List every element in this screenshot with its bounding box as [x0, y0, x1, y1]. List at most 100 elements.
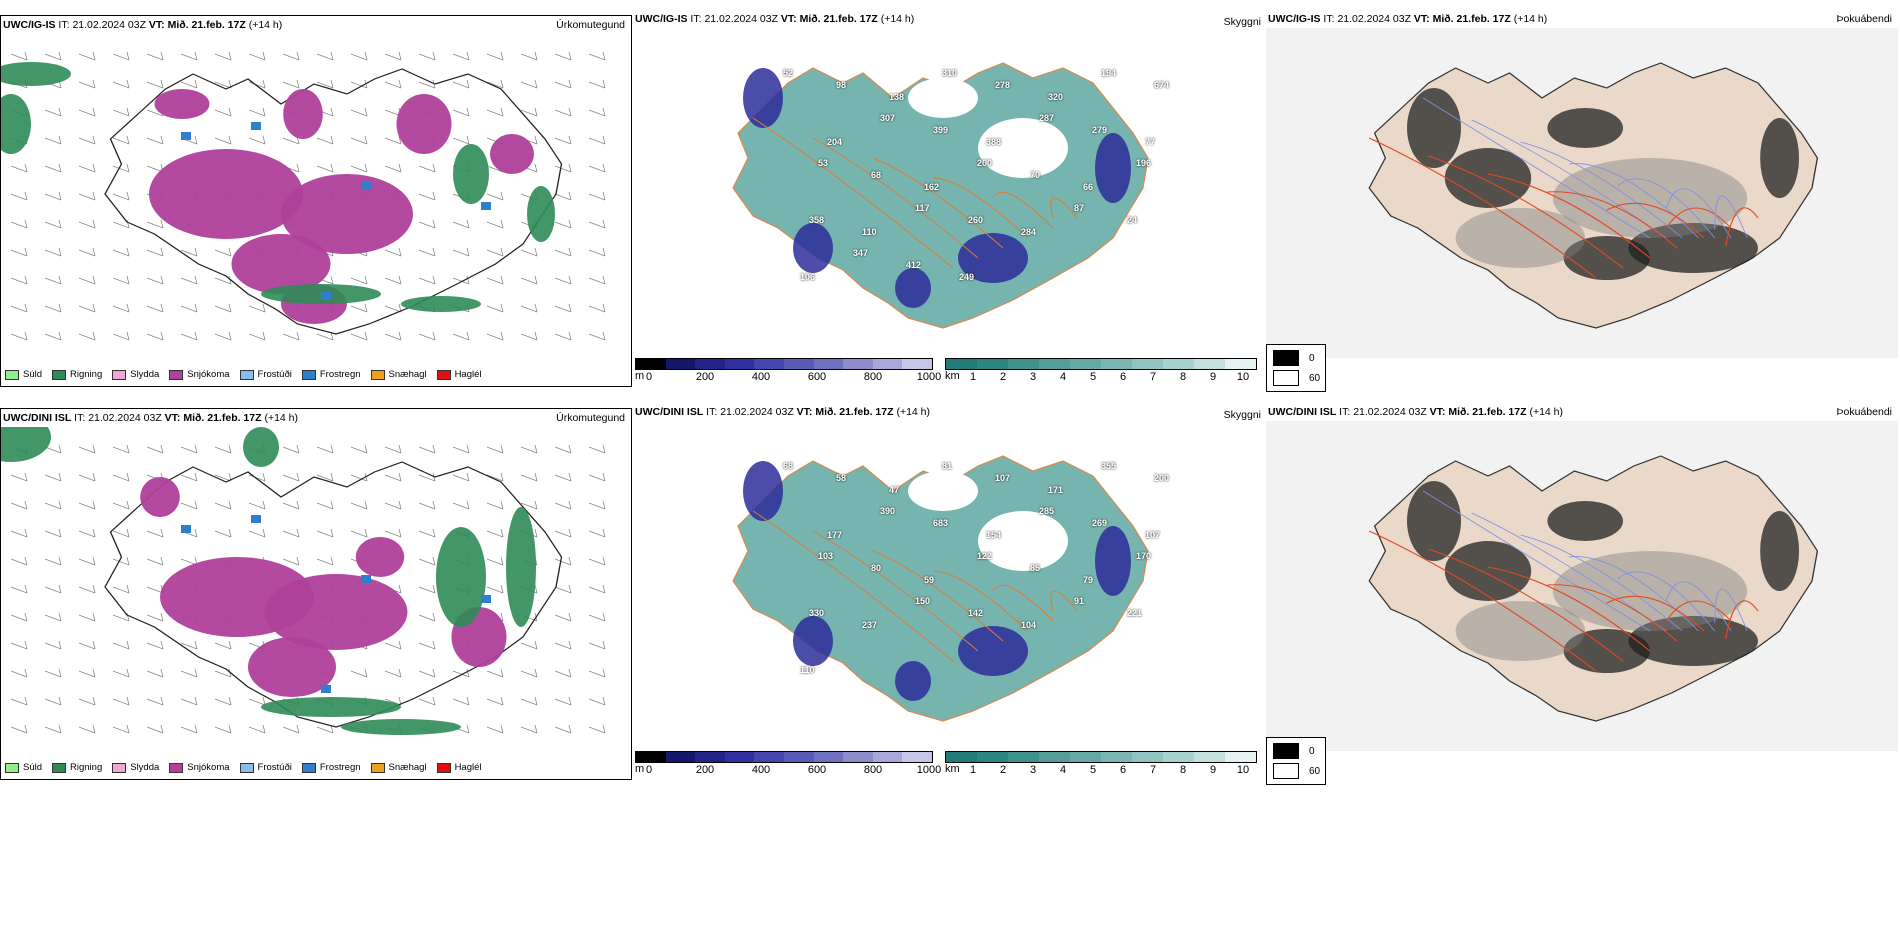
- legend-label: Rigning: [70, 762, 103, 773]
- legend-swatch: [239, 369, 254, 380]
- elevation-label: 87: [1074, 203, 1085, 213]
- colorbar-tick: 5: [1089, 764, 1097, 776]
- lead-time: (+14 h): [880, 13, 915, 25]
- elevation-label: 24: [1127, 215, 1138, 225]
- model-name: UWC/DINI ISL: [3, 412, 72, 424]
- map-header: UWC/DINI ISL IT: 21.02.2024 03Z VT: Mið.…: [3, 412, 298, 424]
- legend-label: Slydda: [130, 762, 160, 773]
- legend-label: Frostúði: [257, 762, 292, 773]
- legend-label: Slydda: [130, 369, 160, 380]
- colorbar-segment: [754, 752, 784, 762]
- elevation-label: 279: [1092, 125, 1108, 135]
- vt-label: VT:: [780, 13, 797, 25]
- colorbar-tick: 1: [969, 371, 977, 383]
- colorbar-segment: [1132, 752, 1163, 762]
- colorbar-tick: 800: [863, 764, 883, 776]
- fog-panel-title: Þokuábendi: [1836, 406, 1892, 418]
- elevation-label: 70: [1030, 170, 1041, 180]
- elevation-label: 171: [1048, 485, 1064, 495]
- colorbar-tick: 400: [751, 371, 771, 383]
- elevation-label: 98: [836, 80, 847, 90]
- elevation-label: 237: [862, 620, 878, 630]
- elevation-label: 150: [915, 596, 931, 606]
- elevation-label: 200: [1154, 473, 1170, 483]
- colorbar-tick: 6: [1119, 764, 1127, 776]
- lead-time: (+14 h): [264, 412, 299, 424]
- legend-swatch: [52, 762, 67, 773]
- map-header: UWC/IG-IS IT: 21.02.2024 03Z VT: Mið. 21…: [3, 19, 282, 31]
- colorbar-segment: [1101, 752, 1132, 762]
- colorbar-segment: [843, 359, 873, 369]
- elevation-label: 110: [862, 227, 877, 237]
- legend-swatch: [112, 762, 127, 773]
- elevation-label: 66: [1083, 182, 1094, 192]
- legend-label: Rigning: [70, 369, 103, 380]
- precip-map: [1, 51, 606, 341]
- legend-swatch: [52, 369, 67, 380]
- elevation-label: 138: [889, 92, 905, 102]
- it-value: 21.02.2024 03Z: [1353, 406, 1427, 418]
- colorbar-segment: [695, 359, 725, 369]
- legend-label: Haglél: [454, 762, 482, 773]
- colorbar-segment: [872, 752, 903, 762]
- elevation-label: 221: [1127, 608, 1143, 618]
- colorbar-segment: [1194, 359, 1225, 369]
- elevation-label: 399: [933, 125, 949, 135]
- legend-swatch: [169, 762, 184, 773]
- map-header: UWC/DINI ISL IT: 21.02.2024 03Z VT: Mið.…: [635, 406, 930, 418]
- colorbar-segment: [1039, 752, 1070, 762]
- colorbar-segment: [1163, 752, 1194, 762]
- elevation-label: 196: [1136, 158, 1152, 168]
- colorbar-segment: [1132, 359, 1163, 369]
- fog-legend-item: 0: [1273, 350, 1315, 366]
- cloud-panel-title: Skyggni: [1223, 16, 1261, 28]
- legend-swatch: [169, 369, 184, 380]
- legend-item: Haglél: [436, 762, 482, 773]
- colorbar-tick: 9: [1209, 371, 1217, 383]
- colorbar-segment: [695, 752, 725, 762]
- fog-panel-title: Þokuábendi: [1836, 13, 1892, 25]
- legend-item: Súld: [5, 762, 42, 773]
- elevation-label: 53: [818, 158, 829, 168]
- elevation-label: 91: [1074, 596, 1085, 606]
- legend-label: Snjókoma: [187, 369, 230, 380]
- elevation-label: 194: [1101, 68, 1117, 78]
- legend-item: Rigning: [52, 369, 102, 380]
- legend-swatch: [5, 369, 19, 380]
- colorbar-segment: [946, 359, 977, 369]
- colorbar-segment: [754, 359, 784, 369]
- precip-legend: Súld Rigning Slydda Snjókoma Frostúði Frostre…: [5, 762, 482, 773]
- colorbar-segment: [1008, 359, 1039, 369]
- legend-item: Frostúði: [239, 369, 292, 380]
- elevation-label: 249: [959, 272, 975, 282]
- legend-swatch: [301, 369, 316, 380]
- map-header: UWC/IG-IS IT: 21.02.2024 03Z VT: Mið. 21…: [1268, 13, 1547, 25]
- legend-swatch: [370, 762, 385, 773]
- it-label: IT:: [706, 406, 718, 418]
- legend-item: Snæhagl: [370, 762, 427, 773]
- elevation-label: 106: [800, 272, 816, 282]
- legend-swatch: [301, 762, 316, 773]
- colorbar-segment: [902, 752, 932, 762]
- it-label: IT:: [74, 412, 86, 424]
- legend-swatch: [436, 762, 451, 773]
- elevation-colorbar: m 0 200 400 600 800 1000: [635, 358, 941, 386]
- elevation-label: 170: [1136, 551, 1152, 561]
- colorbar-segment: [977, 359, 1008, 369]
- precip-type-panel: UWC/DINI ISL IT: 21.02.2024 03Z VT: Mið.…: [0, 408, 632, 780]
- vt-value: Mið. 21.feb. 17Z: [167, 19, 246, 31]
- legend-item: Frostregn: [301, 762, 361, 773]
- visibility-unit: km: [945, 370, 960, 382]
- fog-legend-swatch: [1273, 743, 1299, 759]
- elevation-label: 330: [809, 608, 825, 618]
- fog-legend-item: 60: [1273, 763, 1320, 779]
- lead-time: (+14 h): [1529, 406, 1564, 418]
- legend-item: Snjókoma: [169, 369, 230, 380]
- colorbar-tick: 10: [1236, 371, 1250, 383]
- precip-panel-title: Úrkomutegund: [556, 412, 625, 424]
- elevation-labels: 68 58 47 81 107 171 355 200 177 390 683 154 285 269 10…: [633, 421, 1263, 741]
- visibility-panel: UWC/DINI ISL IT: 21.02.2024 03Z VT: Mið.…: [633, 403, 1263, 788]
- elevation-label: 355: [1101, 461, 1117, 471]
- elevation-label: 77: [1145, 137, 1156, 147]
- colorbar-tick: 8: [1179, 764, 1187, 776]
